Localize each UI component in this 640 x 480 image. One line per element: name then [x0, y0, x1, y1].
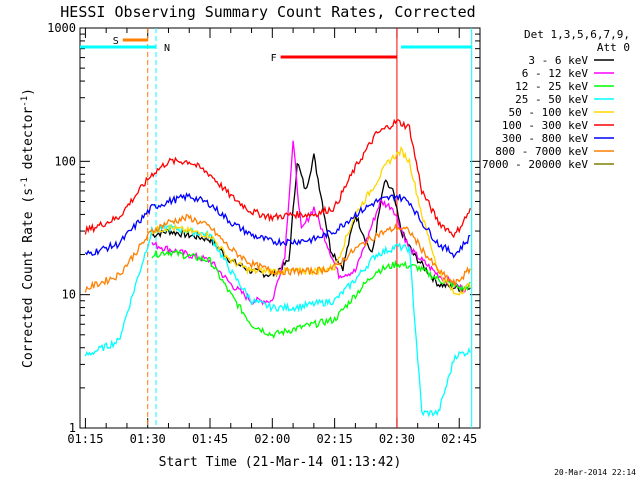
annotation-label: F — [271, 53, 277, 64]
y-tick-label: 1000 — [47, 21, 76, 35]
annotation-label: S — [113, 36, 119, 47]
legend-entry: 6 - 12 keV — [522, 67, 589, 80]
x-tick-label: 01:15 — [67, 432, 103, 446]
date-stamp: 20-Mar-2014 22:14 — [554, 468, 636, 477]
y-tick-label: 10 — [62, 288, 76, 302]
legend-entry: 3 - 6 keV — [528, 54, 588, 67]
x-tick-label: 02:30 — [379, 432, 415, 446]
legend-entry: 800 - 7000 keV — [495, 145, 588, 158]
x-tick-label: 01:30 — [130, 432, 166, 446]
legend-header-line1: Det 1,3,5,6,7,9, — [524, 28, 630, 41]
instrument-annotations: S N F — [80, 28, 473, 428]
legend-entry: 300 - 800 keV — [502, 132, 588, 145]
x-tick-label: 02:15 — [317, 432, 353, 446]
series-lines — [84, 118, 471, 418]
legend-entry: 100 - 300 keV — [502, 119, 588, 132]
legend-entry: 7000 - 20000 keV — [482, 158, 588, 171]
y-tick-label: 1 — [69, 421, 76, 435]
axis-ticks — [80, 28, 481, 429]
x-tick-label: 02:45 — [441, 432, 477, 446]
legend-entry: 12 - 25 keV — [515, 80, 588, 93]
x-tick-label: 02:00 — [254, 432, 290, 446]
series-line — [151, 249, 471, 340]
series-line — [84, 223, 471, 418]
series-line — [84, 213, 471, 293]
annotation-label: N — [164, 43, 170, 54]
x-axis-label: Start Time (21-Mar-14 01:13:42) — [159, 455, 402, 470]
series-line — [151, 145, 471, 296]
series-line — [84, 192, 471, 259]
legend-entry: 25 - 50 keV — [515, 93, 588, 106]
tick-labels: 1 10 100 1000 01:15 01:30 01:45 02:00 02:15 02:30… — [47, 21, 477, 446]
series-line — [84, 118, 471, 239]
legend-header-line2: Att 0 — [597, 41, 630, 54]
chart-title: HESSI Observing Summary Count Rates, Cor… — [60, 3, 475, 21]
y-tick-label: 100 — [54, 154, 76, 168]
y-axis-label: Corrected Count Rate (s-1 detector-1) — [20, 88, 36, 368]
series-line — [151, 140, 471, 306]
series-line — [151, 153, 471, 293]
legend-entry: 50 - 100 keV — [509, 106, 589, 119]
plot-frame — [79, 27, 481, 429]
x-tick-label: 01:45 — [192, 432, 228, 446]
